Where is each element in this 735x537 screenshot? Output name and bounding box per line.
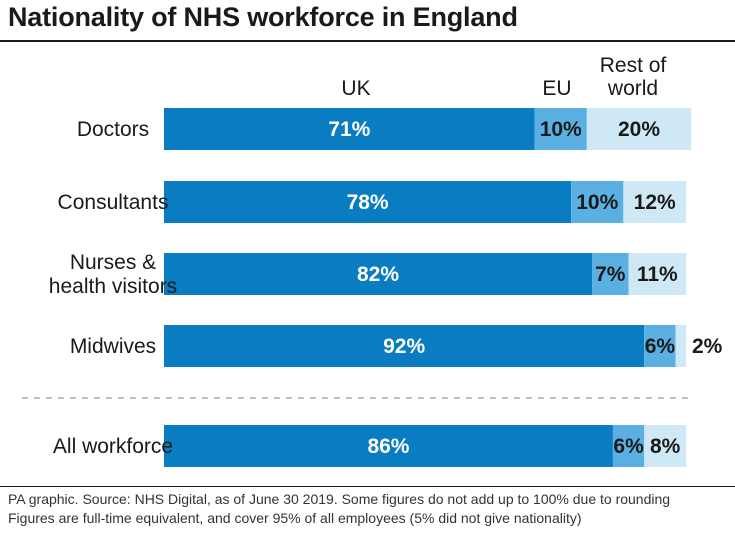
bar-segment-eu-nurses-health-visitors <box>592 253 629 295</box>
bar-segment-eu-midwives <box>644 325 676 367</box>
value-label-uk-consultants: 78% <box>347 191 389 214</box>
column-header-line: UK <box>341 77 370 100</box>
category-label-nurses-health-visitors: Nurses &health visitors <box>49 251 177 298</box>
bar-segment-uk-midwives <box>164 325 645 367</box>
bar-segment-rest-of-world-doctors <box>586 108 692 150</box>
footnote-divider <box>0 486 735 487</box>
footnote-coverage: Figures are full-time equivalent, and co… <box>8 510 582 526</box>
value-label-eu-midwives: 6% <box>645 335 676 358</box>
column-header-uk: UK <box>341 77 370 100</box>
value-label-eu-nurses-health-visitors: 7% <box>595 263 626 286</box>
value-label-uk-midwives: 92% <box>383 335 425 358</box>
bar-segment-eu-consultants <box>571 181 624 223</box>
bar-segment-uk-doctors <box>164 108 535 150</box>
value-label-rest-of-world-consultants: 12% <box>634 191 676 214</box>
title-divider <box>0 40 735 42</box>
bar-segment-uk-nurses-health-visitors <box>164 253 593 295</box>
column-header-eu: EU <box>542 77 571 100</box>
value-label-uk-all-workforce: 86% <box>367 435 409 458</box>
bar-segment-uk-all-workforce <box>164 425 613 467</box>
value-label-rest-of-world-all-workforce: 8% <box>650 435 681 458</box>
category-label-consultants: Consultants <box>58 191 169 214</box>
category-label-doctors: Doctors <box>77 118 149 141</box>
value-label-eu-doctors: 10% <box>540 118 582 141</box>
bars: 71% 10% 20% 78% 10% 12% 82% 7% 11% 92% 6% 2% 86% 6% 8% <box>164 108 723 467</box>
category-label-line: health visitors <box>49 275 177 298</box>
column-header-line: world <box>607 77 658 100</box>
category-label-all-workforce: All workforce <box>53 435 173 458</box>
value-label-uk-nurses-health-visitors: 82% <box>357 263 399 286</box>
bar-segment-eu-all-workforce <box>612 425 645 467</box>
category-label-line: Doctors <box>77 118 149 141</box>
bar-segment-uk-consultants <box>164 181 572 223</box>
value-label-rest-of-world-nurses-health-visitors: 11% <box>637 263 678 286</box>
bar-segment-eu-doctors <box>534 108 587 150</box>
footnote-source: PA graphic. Source: NHS Digital, as of J… <box>8 491 671 507</box>
bar-segment-rest-of-world-nurses-health-visitors <box>628 253 686 295</box>
column-header-line: Rest of <box>600 54 667 77</box>
bar-segment-rest-of-world-all-workforce <box>644 425 686 467</box>
category-label-line: Consultants <box>58 191 169 214</box>
category-label-line: Nurses & <box>70 251 156 274</box>
value-label-rest-of-world-doctors: 20% <box>618 118 660 141</box>
bar-segment-rest-of-world-midwives <box>675 325 686 367</box>
category-label-line: All workforce <box>53 435 173 458</box>
category-label-midwives: Midwives <box>70 335 156 358</box>
value-label-eu-all-workforce: 6% <box>613 435 644 458</box>
value-label-eu-consultants: 10% <box>576 191 618 214</box>
category-label-line: Midwives <box>70 335 156 358</box>
bar-segment-rest-of-world-consultants <box>623 181 686 223</box>
chart-title: Nationality of NHS workforce in England <box>8 2 518 32</box>
value-label-uk-doctors: 71% <box>328 118 370 141</box>
value-label-rest-of-world-midwives: 2% <box>692 335 723 358</box>
category-labels: Doctors Consultants Nurses &health visitor… <box>49 118 177 458</box>
column-header-line: EU <box>542 77 571 100</box>
